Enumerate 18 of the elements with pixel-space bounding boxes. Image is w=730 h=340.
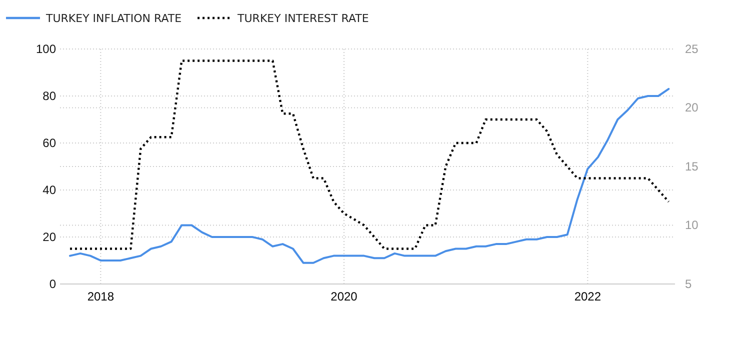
line-series xyxy=(68,60,670,250)
y-tick-label: 40 xyxy=(42,182,56,197)
y2-tick-label: 5 xyxy=(685,276,692,291)
line-series xyxy=(69,88,670,264)
y2-tick-label: 20 xyxy=(685,100,699,115)
y-tick-label: 60 xyxy=(42,136,56,150)
legend-label: TURKEY INFLATION RATE xyxy=(45,12,182,25)
y2-tick-label: 25 xyxy=(685,42,699,56)
x-tick-label: 2020 xyxy=(330,290,358,304)
y-tick-label: 100 xyxy=(36,42,56,56)
y-tick-label: 20 xyxy=(42,230,56,244)
x-tick-label: 2022 xyxy=(574,290,602,304)
x-tick-label: 2018 xyxy=(87,290,114,304)
y-tick-label: 80 xyxy=(42,88,56,103)
y2-tick-label: 15 xyxy=(685,159,699,174)
legend-label: TURKEY INTEREST RATE xyxy=(236,12,369,25)
y2-tick-label: 10 xyxy=(685,218,699,232)
y-tick-label: 0 xyxy=(49,276,56,291)
